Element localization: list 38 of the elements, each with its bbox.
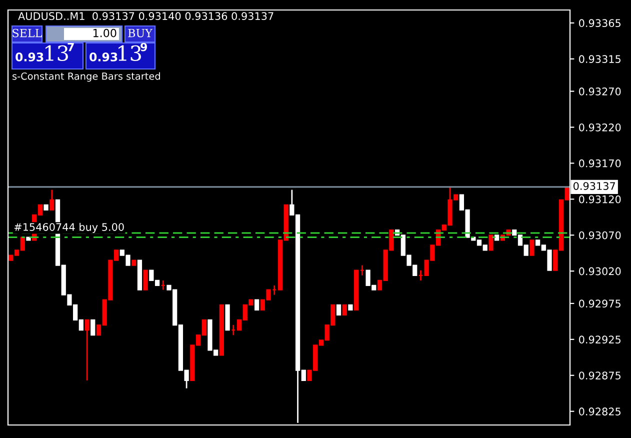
y-tick-label: 0.93120 (579, 195, 621, 204)
y-tick-label: 0.92975 (579, 300, 620, 308)
ref-line-label: 0.93137 (573, 182, 615, 190)
y-tick-label: 0.92825 (579, 408, 620, 416)
y-tick-label: 0.93170 (579, 159, 621, 168)
y-tick-label: 0.93220 (579, 123, 621, 132)
candlestick (132, 260, 136, 266)
y-tick-label: 0.93270 (579, 88, 621, 96)
annotation: 13 (118, 45, 141, 62)
annotation: s-Constant Range Bars started (12, 72, 160, 82)
candlestick (494, 234, 500, 241)
candlestick (219, 304, 224, 356)
candlestick (354, 270, 359, 310)
y-tick-label: 0.92925 (579, 336, 620, 344)
y-tick-label: 0.92875 (579, 372, 620, 380)
annotation: 13 (46, 45, 68, 62)
annotation: 1.00 (93, 28, 116, 38)
candlestick (488, 234, 494, 251)
candlestick (530, 240, 534, 256)
candlestick (90, 319, 96, 336)
candlestick (254, 299, 260, 310)
candlestick (342, 304, 347, 316)
candlestick (225, 304, 230, 331)
candlestick (336, 304, 342, 316)
annotation: 9 (140, 42, 148, 52)
y-tick-label: 0.93365 (579, 19, 620, 28)
candlestick (143, 270, 148, 290)
y-tick-label: 0.93315 (579, 55, 620, 64)
annotation: 0.93 (90, 52, 118, 62)
annotation: 7 (68, 42, 74, 52)
y-tick-label: 0.93070 (579, 231, 621, 240)
chart-title: AUDUSD..M1 0.93137 0.93140 0.93136 0.93137 (18, 12, 274, 20)
annotation: BUY (128, 28, 153, 38)
y-tick-label: 0.93020 (579, 267, 621, 276)
annotation: 0.93 (16, 52, 44, 62)
ref-line-label: #15460744 buy 5.00 (14, 222, 124, 233)
candlestick (137, 260, 142, 290)
annotation: SELL (12, 28, 42, 38)
